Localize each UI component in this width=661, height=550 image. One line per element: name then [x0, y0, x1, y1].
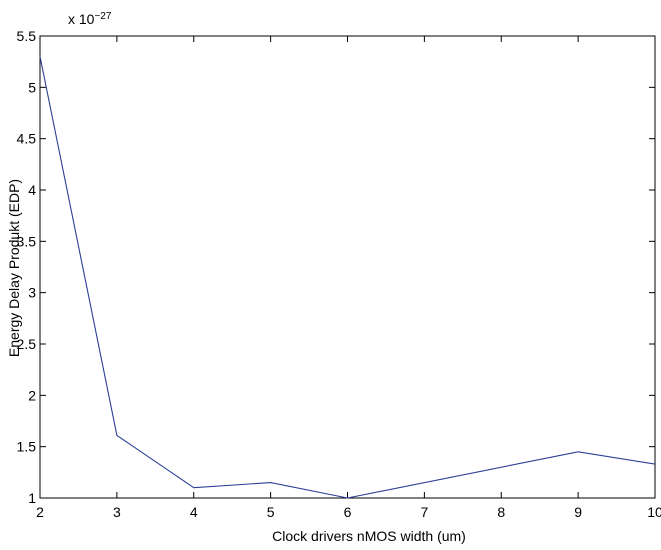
y-tick-label: 4: [28, 182, 36, 198]
x-tick-label: 5: [267, 504, 275, 520]
x-tick-label: 2: [36, 504, 44, 520]
y-exponent-base: x 10: [68, 11, 95, 27]
y-exponent-power: −27: [94, 11, 111, 22]
y-tick-label: 3: [28, 285, 36, 301]
y-tick-label: 1.5: [17, 439, 37, 455]
x-tick-label: 10: [647, 504, 661, 520]
x-tick-label: 8: [497, 504, 505, 520]
series-layer: [39, 56, 656, 499]
y-axis-ticks: 1 1.5 2 2.5 3 3.5 4 4.5 5 5.5: [17, 28, 655, 506]
x-axis-label: Clock drivers nMOS width (um): [272, 528, 466, 544]
y-tick-label: 5: [28, 79, 36, 95]
edp-series-line: [39, 56, 656, 499]
y-tick-label: 2: [28, 387, 36, 403]
x-tick-label: 7: [420, 504, 428, 520]
y-tick-label: 4.5: [17, 131, 37, 147]
y-tick-label: 2.5: [17, 336, 37, 352]
x-tick-label: 3: [113, 504, 121, 520]
y-tick-label: 3.5: [17, 233, 37, 249]
x-tick-label: 9: [574, 504, 582, 520]
y-tick-label: 5.5: [17, 28, 37, 44]
y-tick-label: 1: [28, 490, 36, 506]
y-axis-label: Energy Delay Produkt (EDP): [6, 179, 22, 357]
x-axis-ticks: 2 3 4 5 6 7 8 9 10: [36, 36, 661, 520]
plot-box: [39, 35, 656, 499]
y-axis-exponent-label: x 10−27: [68, 11, 112, 28]
x-tick-label: 4: [190, 504, 198, 520]
x-tick-label: 6: [344, 504, 352, 520]
plot-frame: [39, 35, 656, 499]
